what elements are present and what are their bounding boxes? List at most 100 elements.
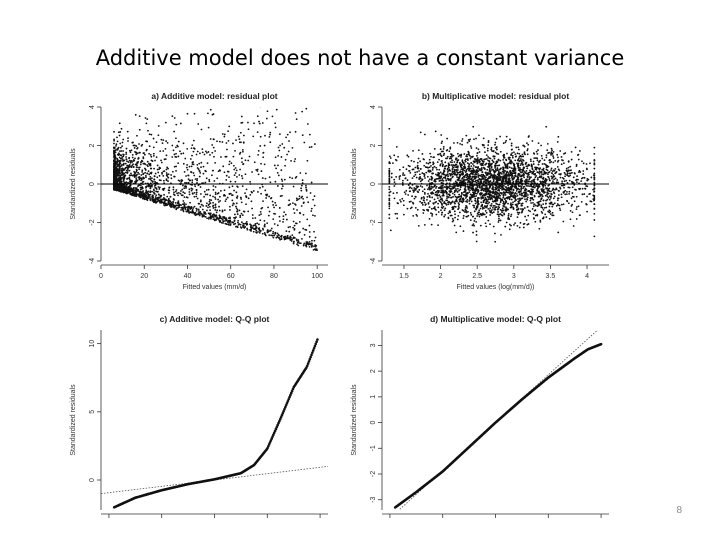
scatter-point (502, 166, 505, 169)
scatter-point (256, 222, 259, 225)
scatter-point (174, 201, 177, 204)
scatter-point (128, 156, 131, 159)
scatter-point (267, 206, 269, 209)
scatter-point (295, 175, 298, 178)
scatter-point (139, 163, 142, 166)
scatter-point (475, 195, 478, 197)
scatter-point (300, 184, 303, 187)
scatter-point (505, 221, 508, 224)
scatter-point (475, 147, 478, 149)
scatter-point (517, 198, 519, 200)
scatter-point (536, 159, 539, 162)
scatter-point (539, 159, 541, 162)
scatter-point (433, 198, 436, 201)
scatter-point (281, 180, 284, 182)
scatter-point (163, 204, 166, 206)
scatter-point (283, 211, 286, 214)
scatter-point (522, 155, 525, 158)
scatter-point (510, 144, 513, 147)
scatter-point (209, 217, 212, 220)
scatter-point (552, 155, 554, 157)
scatter-point (203, 153, 206, 156)
scatter-point (225, 142, 228, 144)
scatter-point (564, 152, 567, 154)
scatter-point (223, 209, 226, 212)
scatter-point (141, 187, 144, 190)
scatter-point (214, 215, 217, 218)
scatter-point (256, 131, 259, 134)
scatter-point (148, 152, 150, 155)
scatter-point (443, 186, 446, 188)
scatter-point (436, 197, 439, 200)
scatter-point (519, 171, 522, 173)
scatter-point (262, 228, 265, 231)
scatter-point (517, 162, 520, 165)
scatter-point (145, 185, 148, 188)
scatter-point (122, 168, 125, 171)
scatter-point (306, 218, 309, 221)
scatter-point (502, 202, 505, 205)
scatter-point (548, 171, 551, 173)
scatter-point (491, 174, 494, 177)
x-tick-label: 40 (184, 273, 192, 280)
scatter-point (548, 205, 551, 208)
scatter-point (289, 225, 291, 228)
scatter-point (173, 205, 175, 207)
scatter-point (468, 185, 471, 188)
scatter-point (473, 161, 476, 164)
scatter-point (225, 223, 228, 225)
scatter-point (473, 189, 476, 192)
scatter-point (146, 196, 149, 199)
scatter-point (262, 156, 265, 159)
x-tick-label: 0 (99, 273, 103, 280)
scatter-point (466, 181, 469, 184)
scatter-point (117, 179, 120, 182)
scatter-point (143, 198, 146, 201)
scatter-point (225, 174, 228, 177)
scatter-point (279, 144, 281, 147)
scatter-point (540, 206, 543, 209)
scatter-point (235, 139, 237, 141)
scatter-point (187, 206, 190, 209)
scatter-point (146, 160, 149, 163)
scatter-point (439, 152, 442, 155)
scatter-point (441, 199, 444, 202)
scatter-point (174, 205, 177, 207)
scatter-point (431, 196, 434, 199)
scatter-point (200, 199, 202, 202)
scatter-point (430, 164, 432, 167)
scatter-point (143, 153, 146, 156)
scatter-point (394, 158, 397, 161)
scatter-point (571, 186, 574, 189)
scatter-point (516, 211, 519, 214)
scatter-point (283, 178, 286, 181)
scatter-point (440, 186, 443, 189)
scatter-point (148, 184, 151, 187)
scatter-point (494, 151, 497, 154)
scatter-point (127, 166, 130, 169)
scatter-point (195, 189, 198, 192)
scatter-point (438, 168, 441, 171)
scatter-point (481, 160, 484, 163)
scatter-point (526, 167, 529, 170)
scatter-point (439, 201, 442, 204)
scatter-point (166, 175, 169, 178)
scatter-point (557, 159, 560, 162)
scatter-point (298, 197, 301, 200)
scatter-point (228, 163, 231, 166)
scatter-point (214, 206, 217, 209)
scatter-point (298, 242, 301, 245)
scatter-point (256, 168, 259, 171)
scatter-point (412, 202, 415, 205)
scatter-point (300, 205, 303, 207)
scatter-point (286, 153, 288, 156)
scatter-point (214, 191, 217, 194)
scatter-point (429, 169, 431, 172)
scatter-point (122, 138, 125, 141)
scatter-point (151, 194, 154, 197)
scatter-point (144, 174, 147, 177)
y-tick-label: -2 (370, 219, 377, 225)
scatter-point (414, 171, 417, 174)
scatter-point (438, 187, 441, 189)
scatter-point (509, 191, 512, 194)
